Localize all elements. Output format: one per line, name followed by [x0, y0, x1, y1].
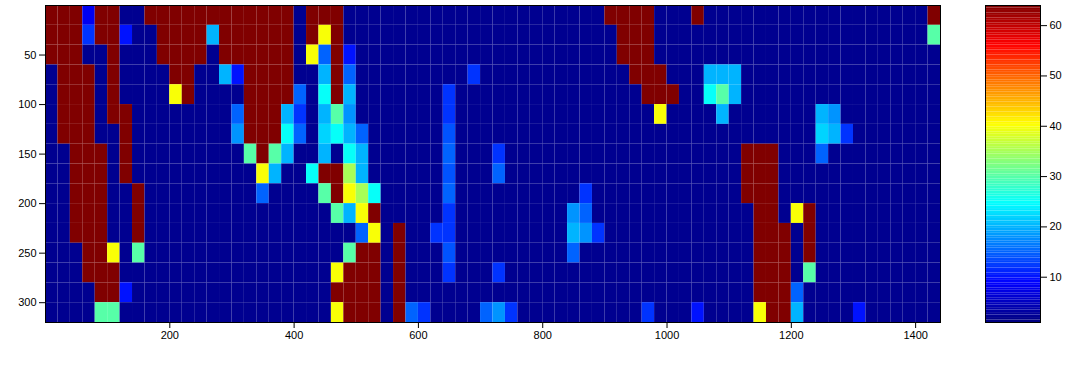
svg-text:1200: 1200 — [779, 329, 803, 341]
svg-text:150: 150 — [18, 148, 36, 160]
svg-text:20: 20 — [1050, 220, 1062, 232]
svg-text:10: 10 — [1050, 271, 1062, 283]
svg-text:400: 400 — [285, 329, 303, 341]
svg-text:50: 50 — [24, 49, 36, 61]
svg-text:1400: 1400 — [903, 329, 927, 341]
svg-text:200: 200 — [161, 329, 179, 341]
svg-text:250: 250 — [18, 247, 36, 259]
svg-text:50: 50 — [1050, 69, 1062, 81]
svg-text:60: 60 — [1050, 19, 1062, 31]
svg-text:1000: 1000 — [655, 329, 679, 341]
svg-text:200: 200 — [18, 197, 36, 209]
svg-text:300: 300 — [18, 296, 36, 308]
svg-text:600: 600 — [409, 329, 427, 341]
svg-text:800: 800 — [534, 329, 552, 341]
svg-text:40: 40 — [1050, 120, 1062, 132]
svg-text:100: 100 — [18, 98, 36, 110]
svg-text:30: 30 — [1050, 170, 1062, 182]
